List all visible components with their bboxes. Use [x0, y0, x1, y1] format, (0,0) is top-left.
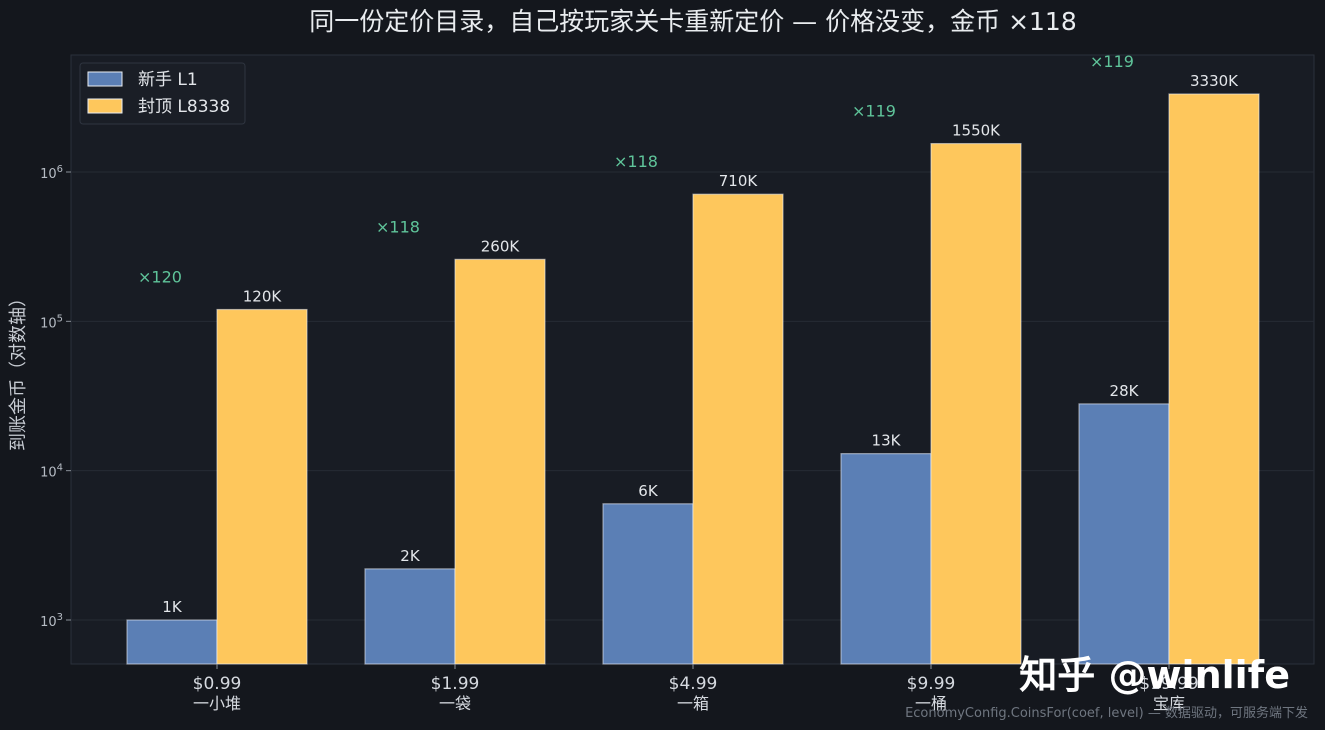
bar-value-label: 28K: [1110, 382, 1140, 400]
x-tick-price: $1.99: [431, 674, 480, 694]
bar-value-label: 13K: [872, 432, 902, 450]
bar-beginner: [840, 453, 932, 665]
y-tick-label: 105: [40, 313, 63, 331]
y-tick-label: 103: [40, 612, 63, 630]
bar-value-label: 710K: [719, 172, 759, 190]
footnote: EconomyConfig.CoinsFor(coef, level) — 数据…: [905, 705, 1308, 721]
bar-labels: 1K 120K ×120 2K 260K ×118 6K 710K ×118 13K 1550K ×1…: [138, 52, 1239, 616]
bar-beginner: [1078, 403, 1170, 665]
x-tick-price: $0.99: [193, 674, 242, 694]
bar-value-label: 3330K: [1190, 72, 1239, 90]
x-tick-price: $9.99: [907, 674, 956, 694]
bar-value-label: 120K: [243, 288, 283, 306]
bar-value-label: 1K: [162, 598, 183, 616]
legend-label-beginner: 新手 L1: [138, 70, 198, 90]
ratio-label: ×119: [1090, 52, 1134, 71]
ratio-label: ×118: [614, 152, 658, 171]
x-tick-name: 一小堆: [193, 694, 241, 713]
bar-value-label: 6K: [638, 482, 659, 500]
bar-value-label: 260K: [481, 237, 521, 255]
ratio-label: ×120: [138, 268, 182, 287]
legend-swatch-capped: [87, 98, 123, 114]
bar-capped: [454, 258, 546, 665]
x-tick-price: $4.99: [669, 674, 718, 694]
x-tick-price: $19.99: [1139, 674, 1198, 694]
x-tick-name: 一袋: [439, 694, 471, 713]
ratio-label: ×118: [376, 217, 420, 236]
chart-title: 同一份定价目录，自己按玩家关卡重新定价 — 价格没变，金币 ×118: [309, 7, 1077, 36]
legend: 新手 L1 封顶 L8338: [79, 62, 246, 125]
bar-beginner: [602, 503, 694, 665]
x-tick-name: 宝库: [1153, 694, 1185, 713]
bar-capped: [692, 193, 784, 665]
y-axis-label: 到账金币（对数轴）: [8, 289, 29, 451]
bar-capped: [930, 142, 1022, 665]
bar-beginner: [126, 619, 218, 665]
bar-value-label: 1550K: [952, 122, 1001, 140]
bars: [126, 93, 1260, 665]
bar-capped: [216, 308, 308, 665]
ratio-label: ×119: [852, 102, 896, 121]
y-tick-label: 106: [40, 164, 63, 182]
y-axis-ticks: 103 104 105 106: [40, 164, 71, 630]
x-tick-name: 一桶: [915, 694, 947, 713]
bar-capped: [1168, 93, 1260, 665]
bar-beginner: [364, 568, 456, 665]
legend-label-capped: 封顶 L8338: [138, 97, 230, 117]
bar-value-label: 2K: [400, 547, 421, 565]
legend-swatch-beginner: [87, 71, 123, 87]
watermark: 知乎 @winlife: [1019, 653, 1290, 697]
y-tick-label: 104: [40, 463, 63, 481]
x-tick-name: 一箱: [677, 694, 709, 713]
